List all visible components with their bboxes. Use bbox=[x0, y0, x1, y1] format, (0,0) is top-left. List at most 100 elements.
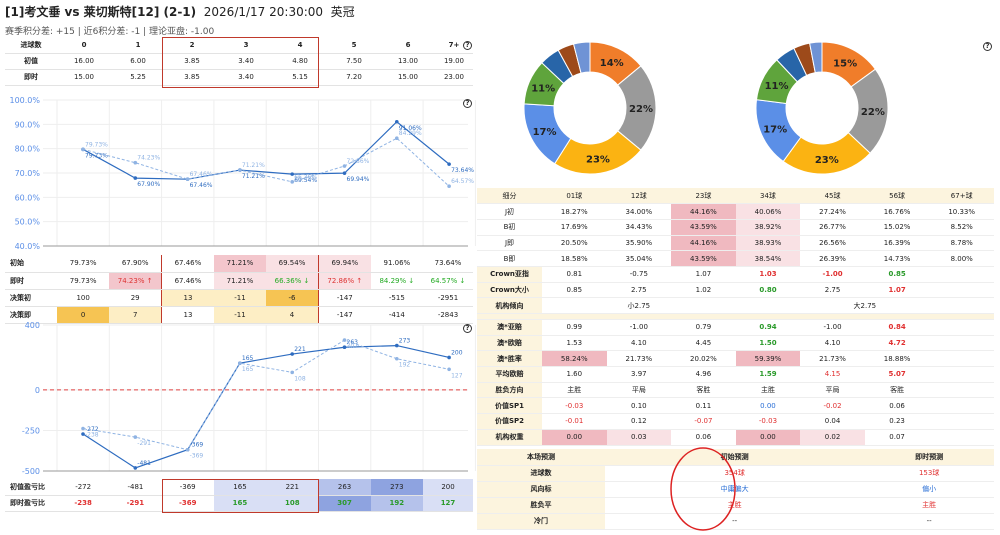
table-cell: 6.00 bbox=[111, 53, 165, 70]
table-cell: 2.75 bbox=[606, 282, 672, 299]
table-row: 平均欧赔 1.60 3.97 4.96 1.59 4.15 5.07 bbox=[477, 366, 994, 383]
table-cell: 进球数 bbox=[477, 465, 605, 482]
table-cell: 18.88% bbox=[864, 350, 930, 368]
table-cell: -0.02 bbox=[800, 397, 865, 415]
table-cell: 0.04 bbox=[800, 413, 865, 430]
donut-slice bbox=[809, 41, 823, 74]
table-row: 澳*亚赔 0.99 -1.00 0.79 0.94 -1.00 0.84 bbox=[477, 319, 994, 336]
table-cell bbox=[929, 350, 994, 368]
table-cell: 平局 bbox=[606, 382, 672, 399]
table-cell: 初值 bbox=[5, 53, 57, 70]
table-cell: 38.92% bbox=[735, 219, 801, 236]
table-row bbox=[477, 313, 994, 320]
data-label: 64.57% bbox=[451, 178, 474, 185]
donut-slice bbox=[572, 41, 591, 74]
profit-ratio-table: 初值盈亏比 -272 -481 -369 165 221 263 273 200 即时盈亏比 -23… bbox=[5, 479, 473, 512]
table-cell: J即 bbox=[477, 235, 542, 252]
table-cell: 0.85 bbox=[542, 282, 607, 299]
table-row: J即 20.50% 35.90% 44.16% 38.93% 26.56% 16.39% 8.… bbox=[477, 235, 994, 252]
table-cell: 26.77% bbox=[800, 219, 865, 236]
table-cell: 21.73% bbox=[606, 350, 672, 368]
goal-distribution-donut-initial: 14% 22% 23% 17% 11% bbox=[523, 41, 657, 175]
table-row: 机构倾向 小2.75 大2.75 bbox=[477, 297, 994, 314]
data-label: 127 bbox=[451, 372, 463, 379]
table-cell: 风向标 bbox=[477, 481, 605, 498]
table-cell: 4.45 bbox=[671, 335, 736, 352]
table-cell: 263 bbox=[318, 479, 371, 496]
table-header: 56球 bbox=[864, 188, 930, 205]
table-cell: -414 bbox=[370, 306, 423, 324]
table-cell: 澳*欧赔 bbox=[477, 335, 542, 352]
table-cell: 价值SP2 bbox=[477, 413, 542, 430]
table-cell: 67.46% bbox=[161, 255, 214, 273]
y-tick-label: -250 bbox=[22, 426, 40, 435]
row-label: 决策初 bbox=[5, 289, 57, 307]
help-icon[interactable]: ? bbox=[463, 324, 472, 333]
series-line bbox=[82, 345, 450, 469]
table-cell: 69.54% bbox=[266, 255, 319, 273]
data-point bbox=[81, 147, 85, 152]
data-label: -272 bbox=[85, 426, 99, 433]
table-cell: -0.07 bbox=[671, 413, 736, 430]
table-cell: -272 bbox=[57, 479, 110, 496]
table-row: Crown大小 0.85 2.75 1.02 0.80 2.75 1.07 bbox=[477, 282, 994, 299]
prediction-table: 本场预测 初始预测 即时预测 进球数 354球 153球 风向标 中庸偏大 偏小… bbox=[477, 449, 994, 530]
table-cell: 8.00% bbox=[929, 250, 994, 267]
table-cell: 2.75 bbox=[800, 282, 865, 299]
table-cell bbox=[929, 335, 994, 352]
slice-label: 22% bbox=[629, 104, 653, 115]
data-point bbox=[238, 168, 242, 172]
table-cell: 3.85 bbox=[165, 69, 219, 86]
table-cell: 5.07 bbox=[864, 366, 930, 383]
data-point bbox=[342, 171, 347, 175]
table-cell: 客胜 bbox=[864, 382, 930, 399]
data-point bbox=[133, 435, 138, 439]
table-cell: 100 bbox=[57, 289, 110, 307]
table-row: B即 18.58% 35.04% 43.59% 38.54% 26.39% 14.73% 8.… bbox=[477, 250, 994, 267]
data-point bbox=[342, 164, 347, 168]
table-cell: 20.50% bbox=[542, 235, 607, 252]
data-label: 165 bbox=[242, 366, 254, 373]
data-label: 192 bbox=[399, 362, 411, 369]
table-cell: 58.24% bbox=[542, 350, 607, 368]
table-cell: -11 bbox=[213, 289, 267, 307]
table-cell: 0.03 bbox=[606, 429, 672, 446]
table-cell: 0.94 bbox=[735, 319, 801, 336]
table-cell: 0.85 bbox=[864, 266, 930, 283]
help-icon[interactable]: ? bbox=[463, 41, 472, 50]
table-cell: 15.02% bbox=[864, 219, 930, 236]
slice-label: 11% bbox=[531, 84, 555, 95]
table-cell: 153球 bbox=[864, 465, 994, 482]
table-cell: 主胜 bbox=[864, 497, 994, 514]
table-cell: 5.15 bbox=[273, 69, 327, 86]
table-cell bbox=[929, 319, 994, 336]
y-tick-label: 60.0% bbox=[15, 193, 41, 202]
table-header: 01球 bbox=[542, 188, 607, 205]
table-cell: 0.10 bbox=[606, 397, 672, 415]
data-label: 69.94% bbox=[347, 176, 370, 183]
table-header: 3 bbox=[219, 37, 273, 54]
table-header: 7+ bbox=[435, 37, 473, 54]
table-cell: 15.00 bbox=[57, 69, 111, 86]
help-icon[interactable]: ? bbox=[983, 42, 992, 51]
table-cell: 200 bbox=[423, 479, 473, 496]
interval-analysis-table: 细分 01球 12球 23球 34球 45球 56球 67+球 J初 18.27% 34.00% 44… bbox=[477, 188, 994, 446]
slice-label: 22% bbox=[861, 107, 885, 118]
table-cell: 0.07 bbox=[864, 429, 930, 446]
table-header: 细分 bbox=[477, 188, 542, 205]
y-tick-label: -500 bbox=[22, 467, 40, 475]
table-row: 价值SP1 -0.03 0.10 0.11 0.00 -0.02 0.06 bbox=[477, 397, 994, 415]
data-label: 69.54% bbox=[294, 177, 317, 184]
table-row: 价值SP2 -0.01 0.12 -0.07 -0.03 0.04 0.23 bbox=[477, 413, 994, 430]
table-cell bbox=[929, 282, 994, 299]
table-cell: -2951 bbox=[423, 289, 473, 307]
table-cell: 大2.75 bbox=[735, 297, 994, 314]
table-cell: -147 bbox=[318, 289, 371, 307]
table-cell: 平均欧赔 bbox=[477, 366, 542, 383]
table-row: 本场预测 初始预测 即时预测 bbox=[477, 449, 994, 466]
table-cell: 23.00 bbox=[435, 69, 473, 86]
table-cell: 0.84 bbox=[864, 319, 930, 336]
help-icon[interactable]: ? bbox=[463, 99, 472, 108]
data-label: 79.73% bbox=[85, 152, 108, 159]
